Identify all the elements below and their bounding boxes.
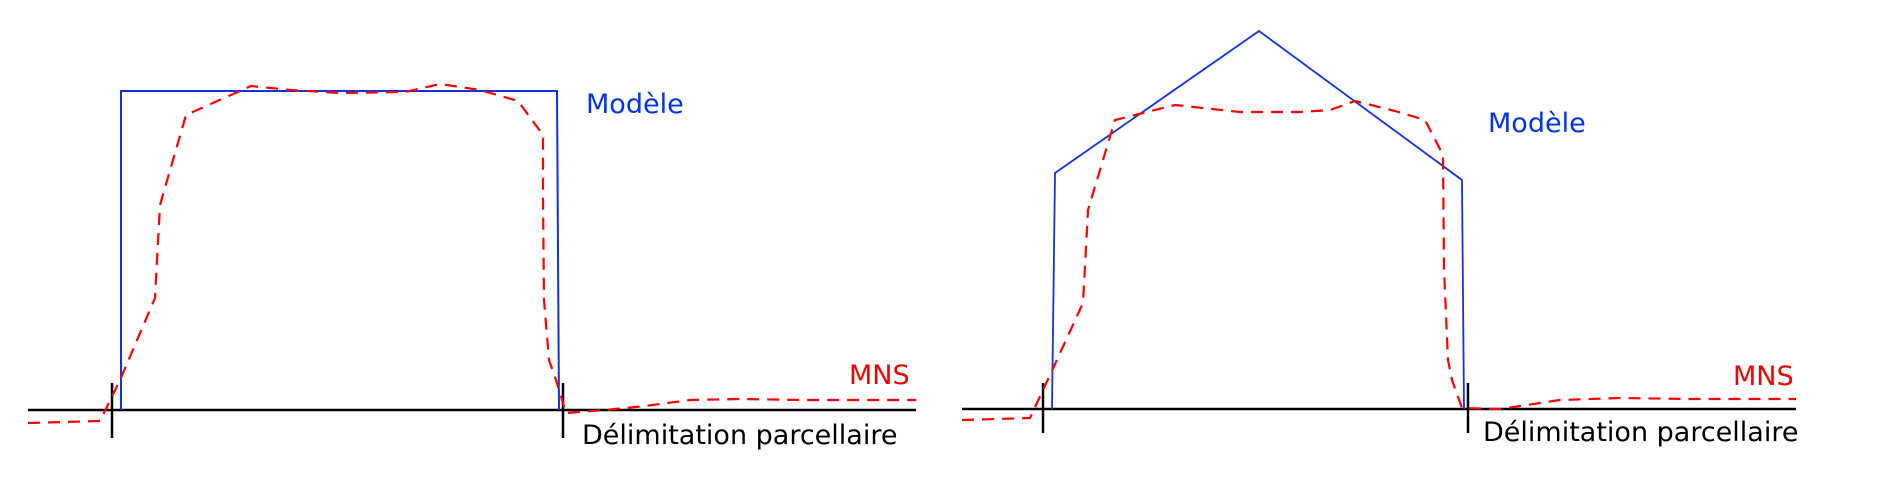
parcel-boundary-label: Délimitation parcellaire (582, 420, 897, 451)
parcel-boundary-label: Délimitation parcellaire (1483, 417, 1798, 448)
mns-label: MNS (1733, 361, 1794, 392)
model-label: Modèle (586, 89, 684, 120)
mns-label: MNS (849, 360, 910, 391)
mns-surface-profile (27, 82, 916, 425)
building-model-outline (1051, 29, 1465, 410)
mns-surface-profile (961, 99, 1796, 422)
building-model-outline (120, 90, 560, 411)
panel-gable-roof: Modèle MNS Délimitation parcellaire (961, 29, 1798, 448)
model-label: Modèle (1488, 108, 1586, 139)
panel-flat-roof: Modèle MNS Délimitation parcellaire (27, 82, 916, 451)
